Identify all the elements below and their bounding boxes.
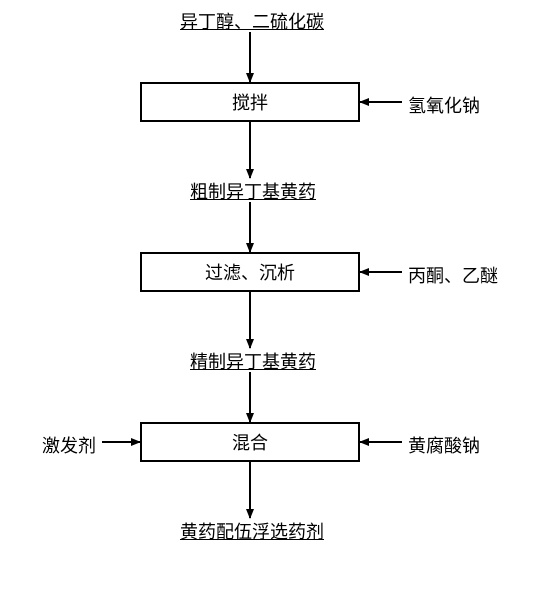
side-input-activator: 激发剂 xyxy=(42,432,96,458)
side-input-fulvate: 黄腐酸钠 xyxy=(408,432,480,458)
side-input-naoh: 氢氧化钠 xyxy=(408,92,480,118)
process-step-filter: 过滤、沉析 xyxy=(140,252,360,292)
input-reagents: 异丁醇、二硫化碳 xyxy=(180,8,324,34)
process-step-label: 混合 xyxy=(232,429,268,455)
output-product: 黄药配伍浮选药剂 xyxy=(180,518,324,544)
intermediate-crude: 粗制异丁基黄药 xyxy=(190,178,316,204)
process-step-stir: 搅拌 xyxy=(140,82,360,122)
process-step-label: 搅拌 xyxy=(232,89,268,115)
intermediate-refined: 精制异丁基黄药 xyxy=(190,348,316,374)
process-step-mix: 混合 xyxy=(140,422,360,462)
side-input-solvents: 丙酮、乙醚 xyxy=(408,262,498,288)
flowchart-canvas: 异丁醇、二硫化碳 搅拌 氢氧化钠 粗制异丁基黄药 过滤、沉析 丙酮、乙醚 精制异… xyxy=(0,0,533,600)
process-step-label: 过滤、沉析 xyxy=(205,259,295,285)
